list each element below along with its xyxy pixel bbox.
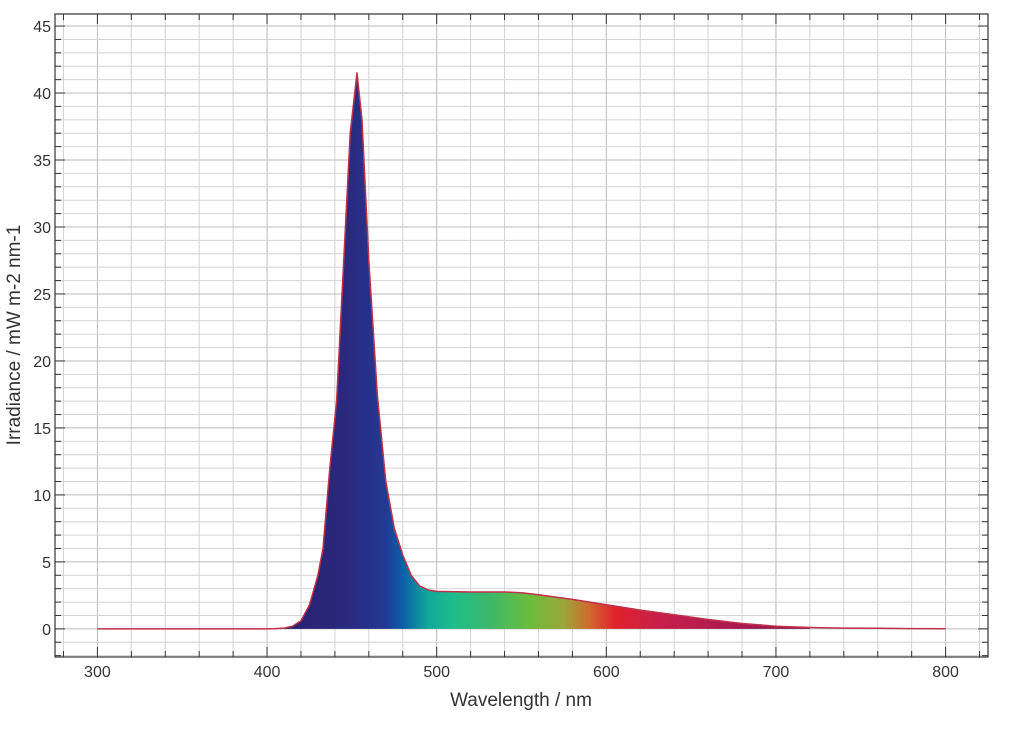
spectrum-fill (284, 72, 810, 629)
y-tick-label: 45 (33, 19, 51, 36)
data-marks (97, 72, 946, 630)
ticks: 300 400 500 600 700 800 0 5 10 15 20 25 30 35 40 45 (33, 14, 988, 681)
x-tick-label: 300 (84, 664, 111, 681)
x-tick-label: 800 (932, 664, 959, 681)
y-tick-label: 15 (33, 421, 51, 438)
grid (55, 14, 988, 657)
y-axis-label: Irradiance / mW m-2 nm-1 (4, 225, 25, 446)
x-tick-label: 400 (254, 664, 281, 681)
irradiance-line (97, 72, 946, 630)
y-tick-label: 5 (42, 555, 51, 572)
plot-frame (54, 13, 989, 658)
x-axis-label: Wavelength / nm (450, 690, 592, 711)
y-tick-label: 35 (33, 153, 51, 170)
y-tick-label: 20 (33, 354, 51, 371)
x-tick-label: 700 (763, 664, 790, 681)
y-tick-label: 0 (42, 622, 51, 639)
y-tick-label: 40 (33, 86, 51, 103)
x-tick-label: 500 (423, 664, 450, 681)
x-tick-label: 600 (593, 664, 620, 681)
y-tick-label: 25 (33, 287, 51, 304)
y-tick-label: 10 (33, 488, 51, 505)
y-tick-label: 30 (33, 220, 51, 237)
